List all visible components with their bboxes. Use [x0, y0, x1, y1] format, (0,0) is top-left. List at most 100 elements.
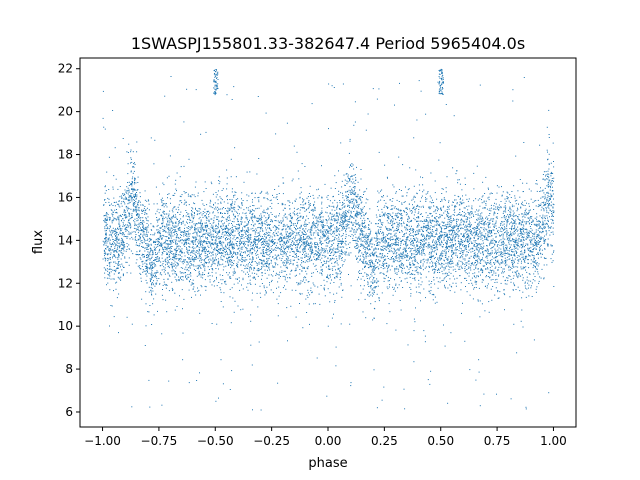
data-point: [237, 248, 239, 250]
data-point: [303, 279, 304, 281]
data-point: [121, 205, 123, 207]
data-point: [140, 268, 142, 270]
data-point: [308, 203, 310, 205]
data-point: [144, 210, 146, 212]
data-point: [155, 213, 157, 215]
data-point: [247, 250, 249, 252]
data-point: [502, 236, 504, 238]
data-point: [432, 255, 434, 257]
data-point: [200, 246, 202, 248]
data-point: [284, 236, 285, 238]
data-point: [145, 233, 147, 235]
data-point: [468, 198, 470, 200]
data-point: [269, 284, 270, 286]
data-point: [120, 233, 122, 234]
data-point: [147, 248, 149, 250]
data-point: [231, 256, 233, 258]
data-point: [130, 170, 132, 172]
data-point: [345, 231, 347, 233]
data-point: [331, 232, 333, 234]
data-point: [181, 276, 183, 277]
data-point: [307, 235, 309, 237]
data-point: [192, 242, 194, 244]
data-point: [234, 191, 236, 193]
data-point: [265, 263, 267, 265]
data-point: [241, 234, 242, 236]
data-point: [193, 268, 195, 270]
data-point: [197, 287, 198, 289]
data-point: [460, 282, 462, 284]
data-point: [232, 238, 234, 240]
data-point: [208, 228, 210, 229]
data-point: [266, 221, 268, 223]
data-point: [327, 195, 329, 196]
data-point: [148, 267, 150, 269]
data-point: [545, 174, 547, 176]
data-point: [322, 265, 323, 267]
data-point: [506, 247, 507, 249]
data-point: [446, 224, 448, 226]
data-point: [457, 231, 459, 233]
data-point: [106, 240, 108, 242]
data-point: [493, 246, 495, 248]
data-point: [340, 221, 341, 223]
data-point: [279, 221, 281, 223]
data-point: [327, 288, 329, 290]
data-point: [519, 179, 521, 180]
data-point: [280, 266, 282, 268]
data-point: [191, 264, 193, 266]
data-point: [374, 237, 376, 239]
data-point: [105, 253, 107, 255]
data-point: [547, 178, 549, 180]
data-point: [537, 242, 539, 244]
data-point: [258, 223, 260, 225]
data-point: [261, 221, 263, 223]
data-point: [419, 239, 421, 241]
data-point: [440, 253, 442, 255]
data-point: [455, 219, 457, 221]
data-point: [239, 239, 241, 241]
data-point: [268, 244, 270, 246]
data-point: [182, 221, 184, 222]
data-point: [247, 209, 249, 211]
data-point: [121, 228, 123, 230]
data-point: [248, 195, 250, 197]
data-point: [155, 242, 157, 243]
data-point: [124, 246, 126, 248]
data-point: [476, 219, 477, 221]
data-point: [111, 230, 113, 232]
data-point: [548, 153, 550, 155]
data-point: [430, 258, 432, 260]
data-point: [378, 229, 380, 231]
data-point: [550, 171, 552, 173]
data-point: [260, 219, 262, 221]
data-point: [300, 216, 302, 218]
data-point: [210, 255, 212, 257]
data-point: [540, 205, 542, 206]
data-point: [522, 268, 524, 270]
data-point: [143, 246, 144, 248]
data-point: [446, 244, 448, 246]
data-point: [175, 273, 177, 275]
data-point: [324, 256, 326, 258]
data-point: [372, 283, 374, 284]
data-point: [289, 245, 291, 247]
data-point: [400, 242, 402, 244]
data-point: [449, 261, 451, 262]
data-point: [226, 210, 228, 212]
data-point: [124, 244, 125, 246]
data-point: [477, 262, 479, 264]
data-point: [165, 299, 167, 301]
data-point: [225, 231, 227, 232]
data-point: [176, 253, 177, 255]
data-point: [267, 199, 269, 201]
data-point: [481, 216, 483, 218]
data-point: [355, 195, 357, 197]
data-point: [312, 208, 314, 210]
data-point: [266, 257, 268, 259]
data-point: [414, 196, 416, 198]
data-point: [305, 255, 307, 257]
data-point: [110, 278, 112, 280]
data-point: [220, 279, 222, 281]
data-point: [197, 213, 199, 215]
